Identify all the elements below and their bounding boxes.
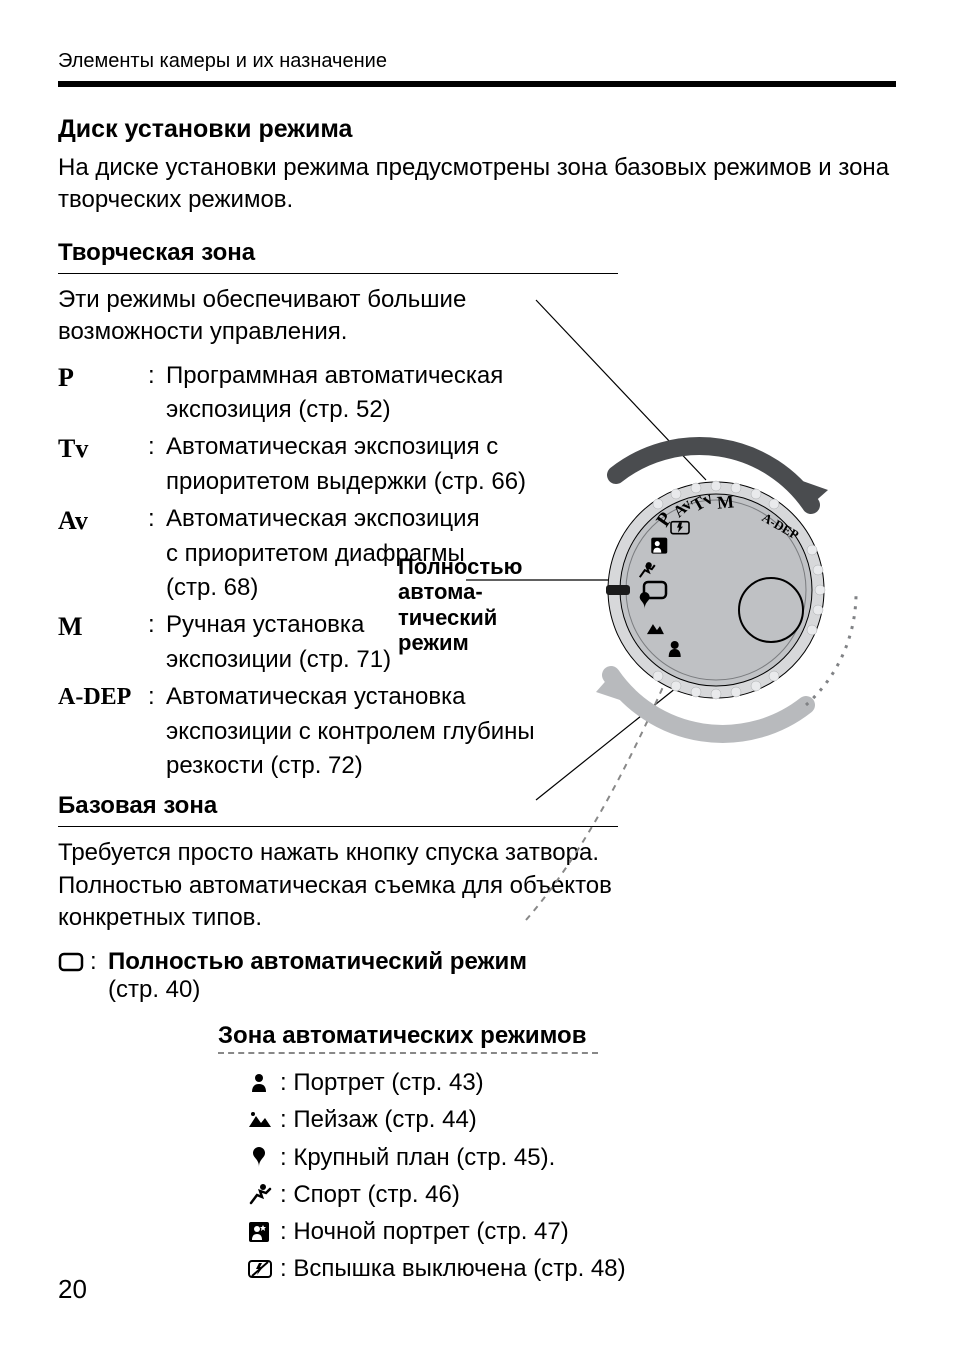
item-label: Вспышка выключена (стр. 48) [293,1250,625,1287]
auto-zone-title: Зона автоматических режимов [218,1022,896,1050]
mode-dial-illustration: P Tv M A-DEP Av [556,420,896,840]
intro-text: На диске установки режима предусмотрены … [58,152,896,217]
creative-intro: Эти режимы обеспечивают большие возможно… [58,284,578,349]
auto-zone-dash-rule [218,1052,598,1054]
full-auto-text: Полностью автоматический режим (стр. 40) [108,948,527,1004]
colon: : [280,1213,293,1250]
mode-desc: Автоматическая установка экспозиции с ко… [166,680,546,784]
colon: : [148,430,166,465]
colon: : [148,680,166,715]
colon: : [280,1139,293,1176]
section-title: Диск установки режима [58,115,896,144]
colon: : [90,948,108,976]
colon: : [280,1064,293,1101]
item-label: Крупный план (стр. 45). [293,1139,555,1176]
portrait-icon [248,1072,280,1094]
list-item: : Спорт (стр. 46) [248,1176,896,1213]
creative-zone-title: Творческая зона [58,239,896,267]
basic-intro: Требуется просто нажать кнопку спуска за… [58,837,618,934]
list-item: : Вспышка выключена (стр. 48) [248,1250,896,1287]
mode-desc: Ручная установка экспозиции (стр. 71) [166,608,426,678]
auto-zone-block: Зона автоматических режимов : Портрет (с… [218,1022,896,1287]
item-label: Спорт (стр. 46) [293,1176,460,1213]
mode-desc: Автоматическая экспозиция с приоритетом … [166,430,606,500]
item-label: Портрет (стр. 43) [293,1064,483,1101]
list-item: : Ночной портрет (стр. 47) [248,1213,896,1250]
callout-full-auto: Полностьюавтома-тическийрежим [398,554,538,655]
mode-symbol: A-DEP [58,680,148,715]
macro-icon [248,1146,280,1168]
mode-symbol: Tv [58,430,148,468]
item-label: Ночной портрет (стр. 47) [293,1213,568,1250]
mode-desc: Программная автоматическая экспозиция (с… [166,359,566,429]
header-rule [58,81,896,87]
sports-icon [248,1183,280,1205]
colon: : [280,1250,293,1287]
list-item: : Портрет (стр. 43) [248,1064,896,1101]
page-number: 20 [58,1274,87,1305]
mode-symbol: Av [58,502,148,540]
full-auto-row: : Полностью автоматический режим (стр. 4… [58,948,896,1004]
running-head: Элементы камеры и их назначение [58,50,896,73]
landscape-icon [248,1110,280,1130]
list-item: : Пейзаж (стр. 44) [248,1101,896,1138]
auto-zone-list: : Портрет (стр. 43) : Пейзаж (стр. 44) :… [248,1064,896,1287]
item-label: Пейзаж (стр. 44) [293,1101,476,1138]
colon: : [280,1101,293,1138]
colon: : [148,502,166,537]
basic-rule [58,826,618,827]
colon: : [280,1176,293,1213]
flash-off-icon [248,1259,280,1279]
svg-text:M: M [716,491,735,512]
night-portrait-icon [248,1221,280,1243]
creative-rule [58,273,618,274]
full-auto-page: (стр. 40) [108,976,200,1003]
full-auto-label: Полностью автоматический режим [108,948,527,975]
colon: : [148,608,166,643]
mode-symbol: P [58,359,148,397]
colon: : [148,359,166,394]
full-auto-rect-icon [58,948,90,972]
mode-symbol: M [58,608,148,646]
mode-row-p: P : Программная автоматическая экспозици… [58,359,896,429]
list-item: : Крупный план (стр. 45). [248,1139,896,1176]
